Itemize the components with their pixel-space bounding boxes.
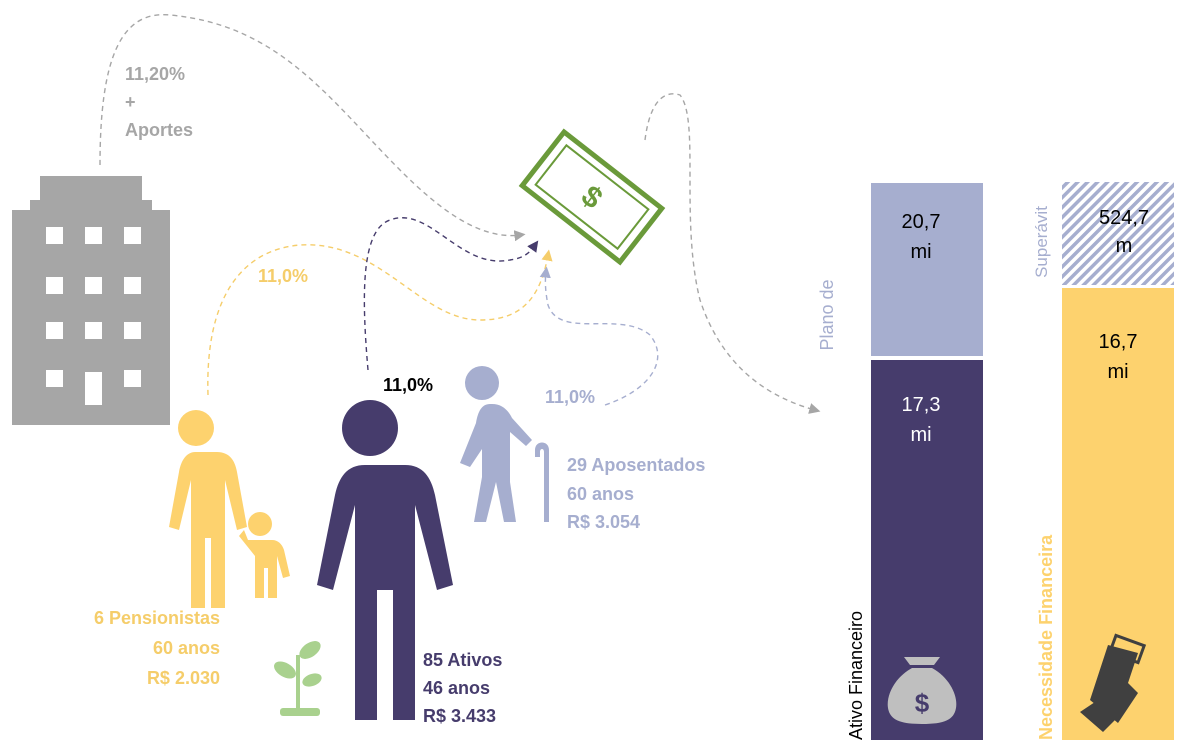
plan-unit: mi	[910, 241, 931, 263]
plan-block	[871, 183, 983, 356]
pensioner-age: 60 anos	[153, 638, 220, 658]
surplus-unit: m	[1116, 235, 1133, 257]
flow-active	[363, 217, 539, 371]
plan-value: 20,7	[902, 211, 941, 233]
active-count: 85 Ativos	[423, 650, 502, 670]
plant-icon	[274, 641, 322, 716]
money-bag-icon: $	[887, 657, 957, 724]
retired-age: 60 anos	[567, 484, 634, 504]
flow-pensioners	[207, 244, 553, 396]
active-age: 46 anos	[423, 678, 490, 698]
active-icon	[317, 400, 453, 720]
asset-unit: mi	[910, 424, 931, 446]
flow-retired	[539, 266, 659, 406]
flow-to-plan	[644, 93, 821, 414]
surplus-label: Superávit	[1032, 206, 1051, 278]
need-unit: mi	[1107, 361, 1128, 383]
money-icon: $	[518, 128, 666, 266]
employer-rate: 11,20%	[125, 64, 185, 84]
surplus-value: 524,7	[1099, 207, 1149, 229]
employer-plus: +	[125, 92, 136, 112]
surplus-block	[1062, 182, 1174, 285]
flow-employer	[99, 14, 526, 242]
pensioner-icon	[169, 410, 290, 608]
asset-value: 17,3	[902, 394, 941, 416]
retired-count: 29 Aposentados	[567, 455, 705, 475]
building-windows	[46, 227, 141, 405]
retired-benefit: R$ 3.054	[567, 512, 640, 532]
pensioner-benefit: R$ 2.030	[147, 668, 220, 688]
employer-label: Aportes	[125, 120, 193, 140]
active-salary: R$ 3.433	[423, 706, 496, 726]
asset-label: Ativo Financeiro	[846, 611, 866, 740]
active-rate: 11,0%	[383, 375, 433, 395]
pensioner-rate: 11,0%	[258, 266, 308, 286]
pensioner-count: 6 Pensionistas	[94, 608, 220, 628]
plan-label: Plano de	[817, 279, 837, 350]
retired-icon	[460, 366, 549, 522]
retired-rate: 11,0%	[545, 387, 595, 407]
need-value: 16,7	[1099, 331, 1138, 353]
hand-money-icon	[1080, 633, 1147, 732]
need-label: Necessidade Financeira	[1036, 534, 1056, 740]
svg-text:$: $	[915, 688, 930, 718]
